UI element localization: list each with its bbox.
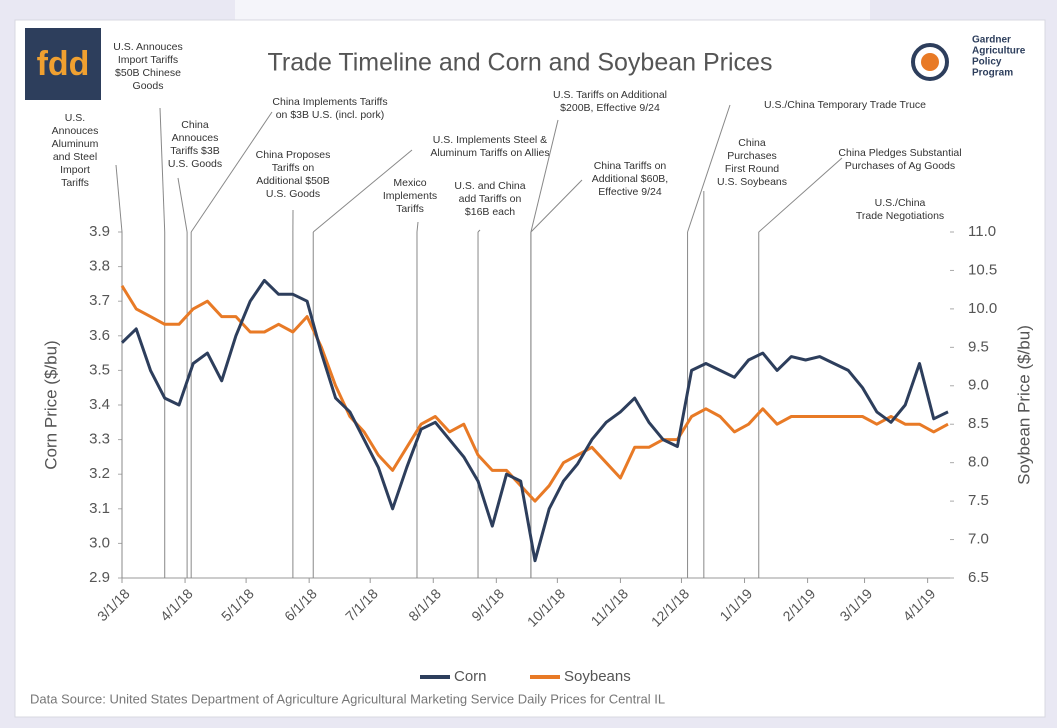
y2-tick-label: 11.0 [968,223,996,240]
annotation-text: Annouces [172,132,219,144]
y2-tick-label: 10.0 [968,300,997,317]
annotation-text: U.S. [65,112,85,124]
leader-line [530,119,559,233]
y2-tick-label: 7.0 [968,531,989,548]
annotation-text: Purchases of Ag Goods [845,160,955,172]
annotation-text: U.S. and China [454,180,525,192]
annotation-text: U.S. Implements Steel & [433,134,547,146]
brand-text: Policy [972,57,1002,68]
y-tick-label: 3.0 [89,534,110,551]
y-tick-label: 3.9 [89,223,110,240]
annotation-text: U.S./China [875,197,926,209]
annotation-text: add Tariffs on [459,193,522,205]
annotation-text: U.S. Goods [266,188,320,200]
annotation-text: Additional $60B, [592,173,668,185]
annotation-text: $50B Chinese [115,67,181,79]
annotation-text: Purchases [727,150,777,162]
annotation-text: on $3B U.S. (incl. pork) [276,109,385,121]
y-tick-label: 3.7 [89,292,110,309]
y-tick-label: 3.8 [89,258,110,275]
annotation-text: and Steel [53,151,97,163]
y-axis-label: Corn Price ($/bu) [41,340,60,469]
chart-title: Trade Timeline and Corn and Soybean Pric… [268,49,773,77]
brand-text: Agriculture [972,46,1026,57]
y-tick-label: 3.1 [89,500,110,517]
leader-line [416,221,419,233]
y2-tick-label: 8.5 [968,415,989,432]
annotation-text: Tariffs on [272,162,315,174]
annotation-text: China [738,137,766,149]
annotation-text: U.S. Annouces [113,41,182,53]
y-tick-label: 3.2 [89,465,110,482]
y2-tick-label: 7.5 [968,492,989,509]
annotation-text: $200B, Effective 9/24 [560,102,660,114]
leader-line [177,177,188,233]
annotation-text: Tariffs [61,177,89,189]
y-tick-label: 3.3 [89,431,110,448]
annotation-text: Import [60,164,90,176]
annotation-text: Implements [383,190,437,202]
annotation-text: First Round [725,163,779,175]
y-tick-label: 3.5 [89,361,110,378]
annotation-text: Aluminum Tariffs on Allies [430,147,549,159]
series-line [120,285,949,503]
logo-box [25,28,101,100]
leader-line [115,164,123,233]
annotation-text: Annouces [52,125,99,137]
annotation-text: China Implements Tariffs [272,96,387,108]
leader-line [312,149,413,233]
y2-tick-label: 8.0 [968,454,989,471]
y-tick-label: 3.6 [89,327,110,344]
leader-line [190,111,273,233]
y2-tick-label: 9.5 [968,338,989,355]
annotation-text: Import Tariffs [118,54,178,66]
annotation-text: U.S. Soybeans [717,176,787,188]
brand-text: Gardner [972,35,1011,46]
annotation-text: Aluminum [52,138,99,150]
leader-line [477,229,481,233]
annotation-text: Tariffs [396,203,424,215]
legend-label: Soybeans [564,668,631,685]
annotation-text: China Tariffs on [594,160,667,172]
leader-line [758,157,843,233]
source: Data Source: United States Department of… [30,691,665,706]
y2-axis-label: Soybean Price ($/bu) [1014,325,1033,485]
legend-label: Corn [454,668,487,685]
series-line [120,278,949,563]
y2-tick-label: 10.5 [968,261,997,278]
annotation-text: Mexico [393,177,426,189]
annotation-text: Trade Negotiations [856,210,944,222]
leader-line [687,104,731,233]
annotation-text: $16B each [465,206,515,218]
logo: fdd [37,45,90,83]
annotation-text: China Pledges Substantial [838,147,961,159]
annotation-text: Effective 9/24 [598,186,662,198]
annotation-text: U.S. Goods [168,158,222,170]
annotation-text: China [181,119,209,131]
annotation-text: Additional $50B [256,175,330,187]
annotation-text: U.S. Tariffs on Additional [553,89,667,101]
leader-line [530,179,583,233]
leader-line [159,107,166,233]
y2-tick-label: 9.0 [968,377,989,394]
annotation-text: Tariffs $3B [170,145,219,157]
y-tick-label: 3.4 [89,396,110,413]
brand-text: Program [972,68,1013,79]
brand-icon-inner [921,53,939,71]
annotation-text: U.S./China Temporary Trade Truce [764,99,926,111]
background-band [235,0,870,20]
y-tick-label: 2.9 [89,569,110,586]
annotation-text: Goods [133,80,164,92]
annotation-text: China Proposes [256,149,331,161]
y2-tick-label: 6.5 [968,569,989,586]
